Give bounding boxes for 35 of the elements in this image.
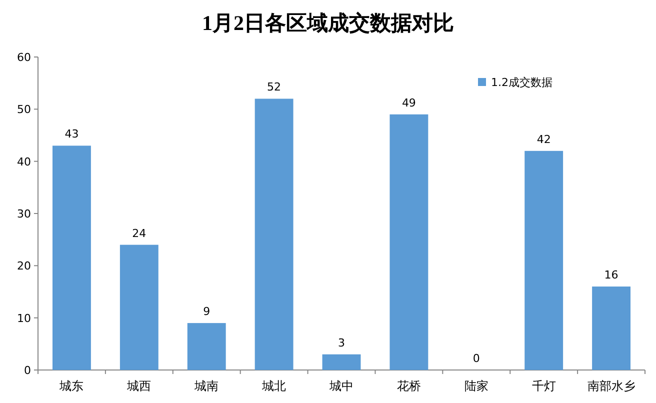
y-tick-label: 20 <box>17 260 31 273</box>
x-tick-label: 城北 <box>261 379 286 393</box>
bar <box>322 354 361 370</box>
data-label: 16 <box>604 268 618 282</box>
y-tick-label: 40 <box>17 155 31 168</box>
bar <box>524 150 564 370</box>
x-tick-label: 城西 <box>126 379 152 393</box>
y-tick-label: 60 <box>17 51 31 64</box>
chart-title: 1月2日各区域成交数据对比 <box>202 11 454 35</box>
y-tick-label: 10 <box>17 312 31 325</box>
data-label: 9 <box>203 305 210 318</box>
data-label: 0 <box>472 352 480 365</box>
x-tick-label: 城中 <box>328 379 354 393</box>
x-tick-label: 城东 <box>58 379 84 393</box>
bar <box>187 323 226 370</box>
legend-label: 1.2成交数据 <box>491 76 552 89</box>
data-label: 42 <box>536 132 551 146</box>
y-tick-label: 50 <box>17 103 31 116</box>
y-tick-label: 0 <box>24 364 31 377</box>
data-label: 3 <box>338 336 345 350</box>
data-label: 49 <box>402 96 416 110</box>
x-tick-label: 陆家 <box>464 379 488 393</box>
data-label: 24 <box>132 226 146 240</box>
x-tick-label: 城南 <box>194 379 219 393</box>
bar <box>120 244 158 370</box>
data-label: 52 <box>267 80 282 94</box>
bar <box>254 98 294 370</box>
x-tick-label: 花桥 <box>396 379 421 393</box>
bar <box>390 114 428 370</box>
x-tick-label: 千灯 <box>532 379 556 393</box>
bar <box>592 286 630 370</box>
y-tick-label: 30 <box>17 208 31 220</box>
bar <box>52 146 91 370</box>
data-label: 43 <box>64 128 79 141</box>
x-tick-label: 南部水乡 <box>587 379 636 393</box>
